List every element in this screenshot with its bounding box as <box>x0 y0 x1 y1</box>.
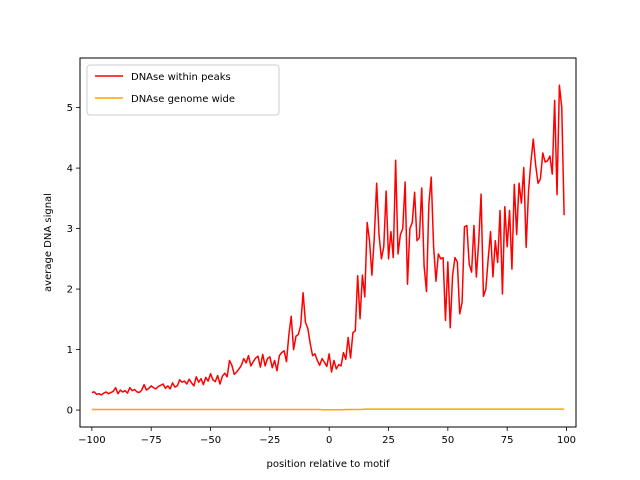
x-tick-label: 0 <box>326 435 332 446</box>
y-tick-label: 3 <box>67 224 73 235</box>
y-tick-label: 4 <box>67 164 73 175</box>
x-tick-label: 100 <box>557 435 576 446</box>
y-axis-label: average DNA signal <box>43 193 54 292</box>
x-tick-label: 50 <box>441 435 454 446</box>
y-tick-label: 0 <box>67 406 73 417</box>
legend: DNAse within peaks DNAse genome wide <box>86 64 280 116</box>
x-tick-label: −50 <box>200 435 221 446</box>
legend-label-genome-wide: DNAse genome wide <box>131 94 235 105</box>
x-tick-label: −75 <box>141 435 162 446</box>
y-axis-ticks: 0 1 2 3 4 5 <box>67 103 80 417</box>
y-tick-label: 1 <box>67 345 73 356</box>
x-tick-label: −25 <box>259 435 280 446</box>
series-line-0 <box>91 84 565 396</box>
series-line-1 <box>91 408 565 411</box>
plot-lines <box>91 84 565 411</box>
legend-label-within-peaks: DNAse within peaks <box>131 72 231 83</box>
x-tick-label: −100 <box>78 435 105 446</box>
x-tick-label: 75 <box>501 435 514 446</box>
legend-box <box>86 64 280 116</box>
x-axis-label: position relative to motif <box>267 459 390 470</box>
x-tick-label: 25 <box>382 435 395 446</box>
y-tick-label: 5 <box>67 103 73 114</box>
y-tick-label: 2 <box>67 285 73 296</box>
axes-frame <box>79 57 577 428</box>
x-axis-ticks: −100 −75 −50 −25 0 25 50 75 100 <box>78 427 576 446</box>
